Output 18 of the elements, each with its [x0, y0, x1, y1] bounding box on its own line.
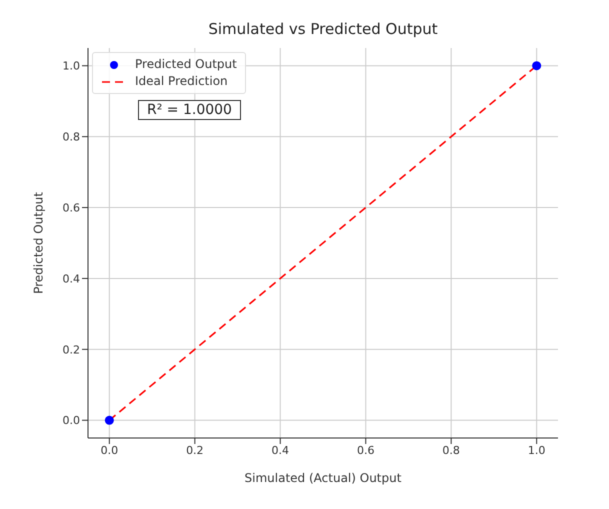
y-tick-label: 1.0 — [62, 60, 80, 73]
y-tick-label: 0.6 — [62, 201, 80, 214]
legend-label: Ideal Prediction — [135, 73, 228, 90]
legend-label: Predicted Output — [135, 56, 237, 73]
x-tick-label: 0.4 — [272, 444, 290, 457]
x-tick-label: 0.0 — [100, 444, 118, 457]
x-tick-label: 0.6 — [356, 444, 374, 457]
y-tick-label: 0.2 — [62, 343, 80, 356]
y-tick-label: 0.0 — [62, 414, 80, 428]
x-tick-label: 1.0 — [528, 444, 546, 457]
annotation: R² = 1.0000 — [138, 100, 241, 120]
chart-title: Simulated vs Predicted Output — [207, 20, 439, 38]
y-axis-title: Predicted Output — [31, 192, 46, 294]
y-tick-label: 0.8 — [62, 130, 80, 144]
y-tick-label: 0.4 — [62, 272, 80, 286]
x-axis-title: Simulated (Actual) Output — [244, 471, 402, 485]
x-tick-label: 0.2 — [186, 444, 204, 457]
x-tick-label: 0.8 — [442, 444, 460, 457]
